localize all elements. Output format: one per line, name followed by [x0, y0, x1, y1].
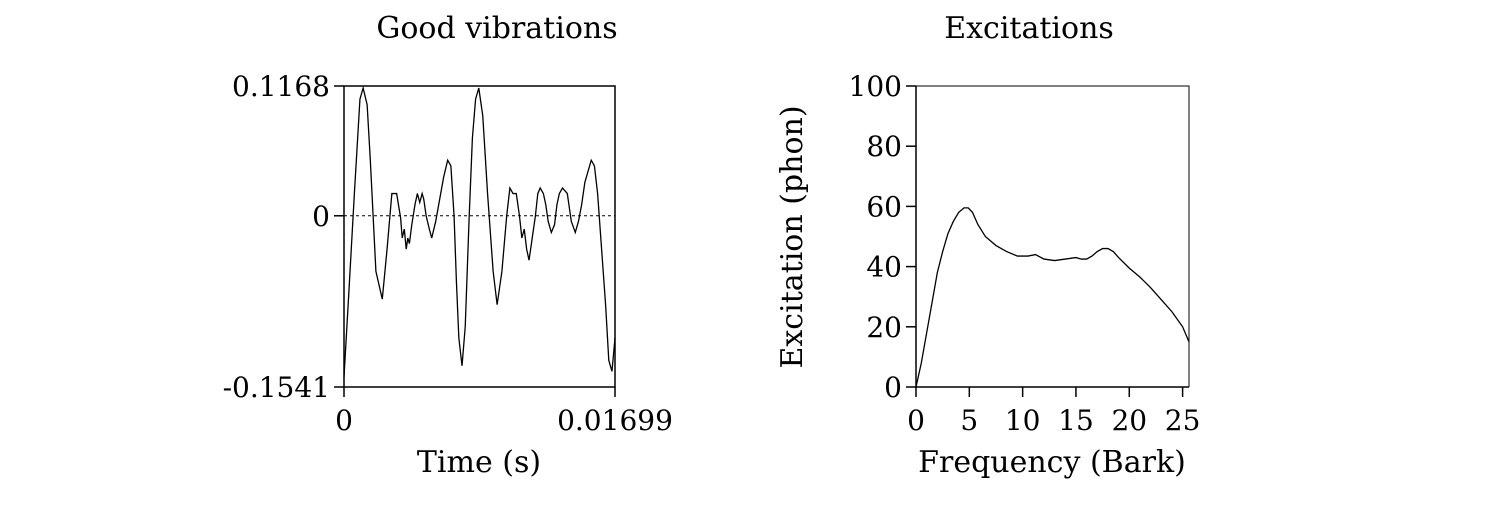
waveform-x-tick-label: 0.01699 — [557, 404, 673, 437]
excitation-y-tick-label: 40 — [866, 251, 902, 284]
excitation-x-axis-label: Frequency (Bark) — [918, 445, 1186, 480]
excitation-x-tick-label: 5 — [960, 404, 978, 437]
excitation-y-tick-label: 20 — [866, 311, 902, 344]
excitation-x-tick-label: 10 — [1005, 404, 1041, 437]
waveform-x-ticks: 0 0.01699 — [335, 387, 673, 437]
excitation-y-tick-label: 100 — [849, 70, 902, 103]
excitation-x-tick-label: 0 — [907, 404, 925, 437]
waveform-line — [343, 85, 616, 377]
excitation-axis-lines — [915, 86, 1189, 388]
excitation-title: Excitations — [944, 11, 1114, 46]
excitation-y-tick-label: 60 — [866, 190, 902, 223]
waveform-y-ticks: 0.1168 0 -0.1541 — [223, 70, 344, 404]
excitation-y-tick-label: 80 — [866, 130, 902, 163]
waveform-plot-frame — [343, 85, 616, 388]
excitation-x-ticks: 0 5 10 15 20 25 — [907, 387, 1200, 437]
waveform-title: Good vibrations — [376, 11, 617, 46]
excitation-panel: Excitations 0 20 40 60 80 100 0 5 10 15 20 25 Freq… — [775, 11, 1200, 480]
excitation-y-axis-label: Excitation (phon) — [775, 105, 810, 368]
excitation-axes — [915, 85, 1190, 388]
excitation-x-tick-label: 25 — [1165, 404, 1201, 437]
waveform-y-tick-label: 0 — [312, 200, 330, 233]
waveform-x-tick-label: 0 — [335, 404, 353, 437]
excitation-y-ticks: 0 20 40 60 80 100 — [849, 70, 916, 404]
excitation-x-tick-label: 15 — [1058, 404, 1094, 437]
waveform-y-tick-label: -0.1541 — [223, 371, 330, 404]
excitation-y-tick-label: 0 — [884, 371, 902, 404]
waveform-x-axis-label: Time (s) — [417, 445, 541, 480]
waveform-y-tick-label: 0.1168 — [232, 70, 330, 103]
excitation-plot-frame — [916, 85, 1190, 387]
excitation-x-tick-label: 20 — [1111, 404, 1147, 437]
excitation-curve — [915, 207, 1190, 388]
